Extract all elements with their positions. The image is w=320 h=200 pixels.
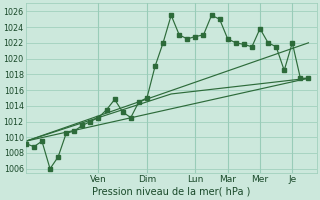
X-axis label: Pression niveau de la mer( hPa ): Pression niveau de la mer( hPa ) [92,187,250,197]
